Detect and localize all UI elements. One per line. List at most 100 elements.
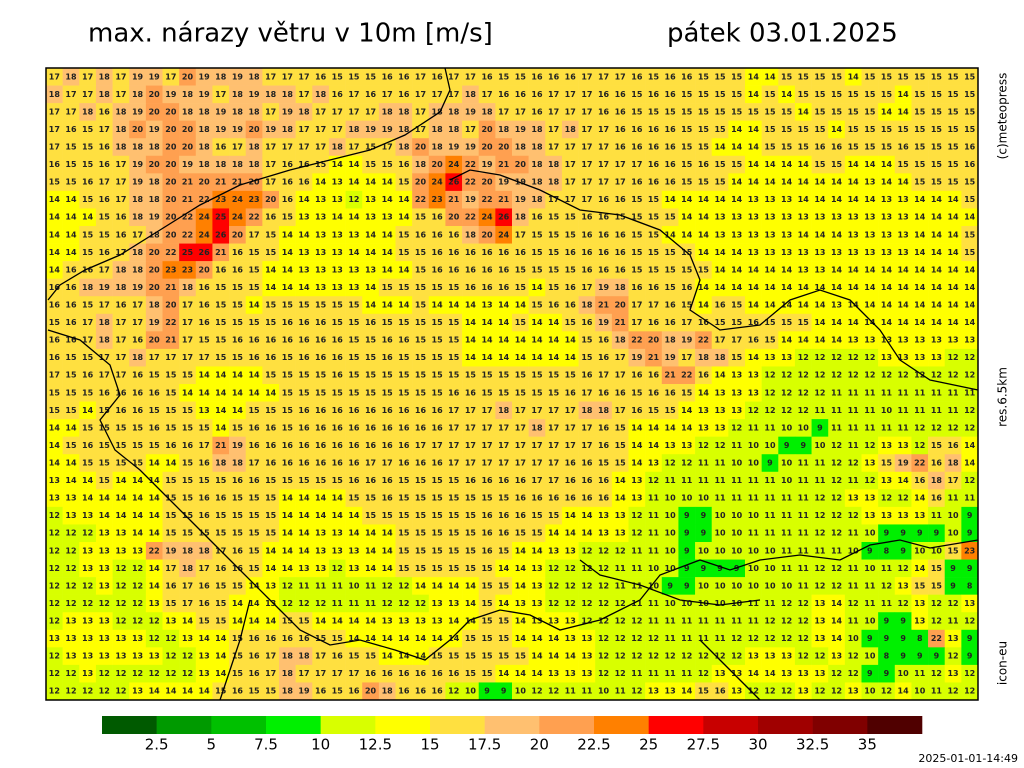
wind-cell [462,120,480,139]
wind-value: 14 [515,581,527,590]
wind-value: 21 [165,336,177,345]
wind-cell [129,348,147,367]
wind-value: 12 [898,564,909,573]
wind-value: 16 [199,318,211,327]
wind-value: 13 [82,652,93,661]
wind-value: 15 [914,581,926,590]
wind-value: 12 [565,581,576,590]
wind-cell [245,85,263,104]
wind-value: 16 [531,494,543,503]
wind-value: 12 [182,652,193,661]
wind-cell [362,243,380,262]
wind-cell [811,68,829,86]
wind-cell [345,138,363,157]
wind-cell [561,261,579,279]
wind-cell [245,120,263,139]
wind-value: 16 [465,248,477,257]
wind-value: 12 [764,371,775,380]
wind-value: 18 [665,336,677,345]
wind-value: 19 [149,318,161,327]
value-grid: 17 18 17 18 17 19 19 17 20 19 18 19 18 17 17 17 16 15 15 15… [46,68,979,701]
wind-cell [145,278,163,297]
wind-value: 16 [398,72,410,81]
wind-value: 16 [199,599,211,608]
wind-value: 14 [848,195,860,204]
wind-value: 13 [764,353,775,362]
wind-value: 14 [215,669,227,678]
wind-value: 15 [831,160,843,169]
wind-value: 17 [165,564,176,573]
wind-value: 14 [265,283,277,292]
wind-cell [678,296,696,315]
wind-value: 14 [581,529,593,538]
wind-cell [844,138,862,157]
wind-value: 13 [82,669,93,678]
wind-cell [745,261,762,279]
wind-value: 15 [265,301,277,310]
wind-cell [362,85,380,104]
wind-cell [328,296,346,315]
wind-value: 13 [781,353,792,362]
wind-value: 17 [448,459,459,468]
wind-cell [212,120,230,139]
wind-value: 14 [348,529,360,538]
wind-value: 14 [498,564,510,573]
wind-value: 20 [615,301,627,310]
wind-value: 12 [149,669,160,678]
wind-cell [512,138,529,157]
wind-value: 15 [199,423,211,432]
wind-cell [129,190,147,209]
wind-value: 15 [215,283,227,292]
wind-cell [645,278,663,297]
wind-value: 12 [581,599,592,608]
wind-cell [861,208,879,227]
wind-value: 15 [398,283,410,292]
wind-cell [844,331,862,350]
wind-value: 18 [415,160,427,169]
wind-cell [794,348,812,367]
wind-value: 13 [298,564,309,573]
wind-value: 14 [898,265,910,274]
wind-cell [112,155,130,174]
wind-cell [711,226,729,244]
wind-cell [445,138,463,157]
wind-value: 17 [581,283,592,292]
wind-cell [162,331,180,350]
wind-value: 12 [115,687,126,696]
wind-value: 16 [248,353,260,362]
wind-value: 17 [415,125,426,134]
wind-value: 12 [631,687,642,696]
wind-value: 15 [65,371,77,380]
wind-cell [661,296,679,315]
wind-cell [528,190,546,209]
wind-cell [678,208,696,227]
wind-cell [528,103,546,121]
wind-value: 16 [99,160,111,169]
wind-value: 14 [864,265,876,274]
wind-value: 17 [248,459,259,468]
wind-cell [828,190,846,209]
wind-value: 16 [282,336,294,345]
wind-value: 15 [332,687,344,696]
wind-value: 13 [631,476,642,485]
wind-value: 16 [481,248,493,257]
wind-value: 16 [665,388,677,397]
wind-value: 17 [581,178,592,187]
wind-cell [578,296,596,315]
wind-value: 13 [831,301,842,310]
wind-value: 15 [531,388,543,397]
wind-cell [378,278,396,297]
wind-value: 14 [348,511,360,520]
wind-value: 15 [548,248,560,257]
wind-cell [794,190,812,209]
wind-cell [129,173,147,192]
wind-cell [961,190,979,209]
wind-cell [312,208,330,227]
wind-value: 14 [931,230,943,239]
wind-value: 14 [831,195,843,204]
wind-cell [861,243,879,262]
wind-value: 15 [665,283,677,292]
wind-value: 15 [282,406,294,415]
wind-value: 16 [615,388,627,397]
wind-value: 14 [65,195,77,204]
